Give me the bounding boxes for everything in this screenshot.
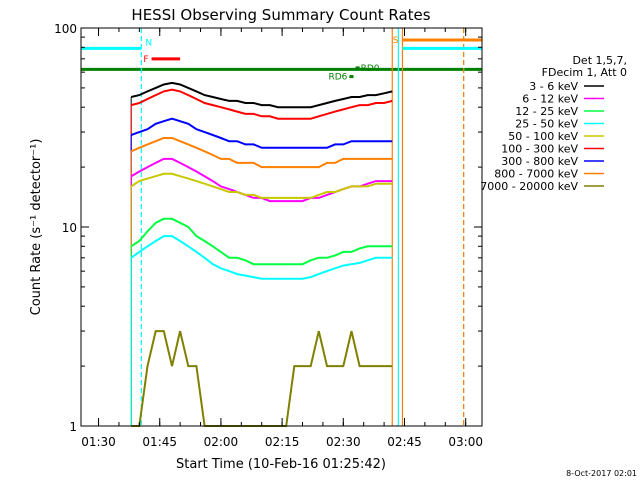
series-line-3 bbox=[130, 137, 393, 169]
y-axis-label: Count Rate (s⁻¹ detector⁻¹) bbox=[29, 139, 44, 316]
x-axis-label: Start Time (10-Feb-16 01:25:42) bbox=[176, 457, 386, 472]
x-tick-label-6: 03:00 bbox=[448, 435, 483, 449]
timestamp: 8-Oct-2017 02:01 bbox=[566, 469, 637, 478]
chart-title: HESSI Observing Summary Count Rates bbox=[131, 6, 430, 24]
series-line-7 bbox=[130, 235, 393, 280]
y-tick-label-0: 1 bbox=[69, 420, 77, 434]
legend-entry-label-6: 300 - 800 keV bbox=[501, 155, 578, 168]
series-line-0 bbox=[130, 81, 393, 109]
flag-label-2: S bbox=[393, 36, 399, 46]
axes: 01:30 01:45 02:00 02:15 02:30 02:45 03:00 1 10 10… bbox=[54, 22, 483, 449]
legend-entry-label-3: 25 - 50 keV bbox=[515, 118, 578, 131]
legend-header-1: FDecim 1, Att 0 bbox=[542, 66, 627, 79]
x-tick-label-1: 01:45 bbox=[142, 435, 177, 449]
x-tick-label-5: 02:45 bbox=[387, 435, 422, 449]
x-tick-label-4: 02:30 bbox=[326, 435, 361, 449]
series-line-8 bbox=[131, 330, 393, 427]
legend-entry-label-0: 3 - 6 keV bbox=[529, 80, 578, 93]
legend-entry-label-4: 50 - 100 keV bbox=[508, 130, 578, 143]
y-tick-label-1: 10 bbox=[62, 221, 77, 235]
series-line-5 bbox=[130, 172, 393, 199]
legend-entry-label-7: 800 - 7000 keV bbox=[494, 168, 578, 181]
flag-label-4: RD0 bbox=[361, 64, 380, 74]
series-line-2 bbox=[130, 117, 393, 149]
data-area: NF S RD0 RD6 bbox=[81, 28, 482, 427]
flag-label-1: F bbox=[143, 55, 148, 65]
series-line-6 bbox=[130, 217, 393, 266]
x-tick-label-3: 02:15 bbox=[265, 435, 300, 449]
flag-label-5: RD6 bbox=[328, 73, 347, 83]
legend-header-0: Det 1,5,7, bbox=[572, 54, 627, 67]
x-tick-label-0: 01:30 bbox=[81, 435, 116, 449]
series-line-1 bbox=[130, 88, 393, 120]
legend-entry-label-5: 100 - 300 keV bbox=[501, 143, 578, 156]
legend-entry-label-2: 12 - 25 keV bbox=[515, 105, 578, 118]
legend-entry-label-1: 6 - 12 keV bbox=[522, 93, 578, 106]
series-line-4 bbox=[130, 157, 393, 203]
y-tick-label-2: 100 bbox=[54, 22, 77, 36]
flag-label-0: N bbox=[145, 38, 152, 48]
legend-entry-label-8: 7000 - 20000 keV bbox=[480, 180, 578, 193]
x-tick-label-2: 02:00 bbox=[204, 435, 239, 449]
